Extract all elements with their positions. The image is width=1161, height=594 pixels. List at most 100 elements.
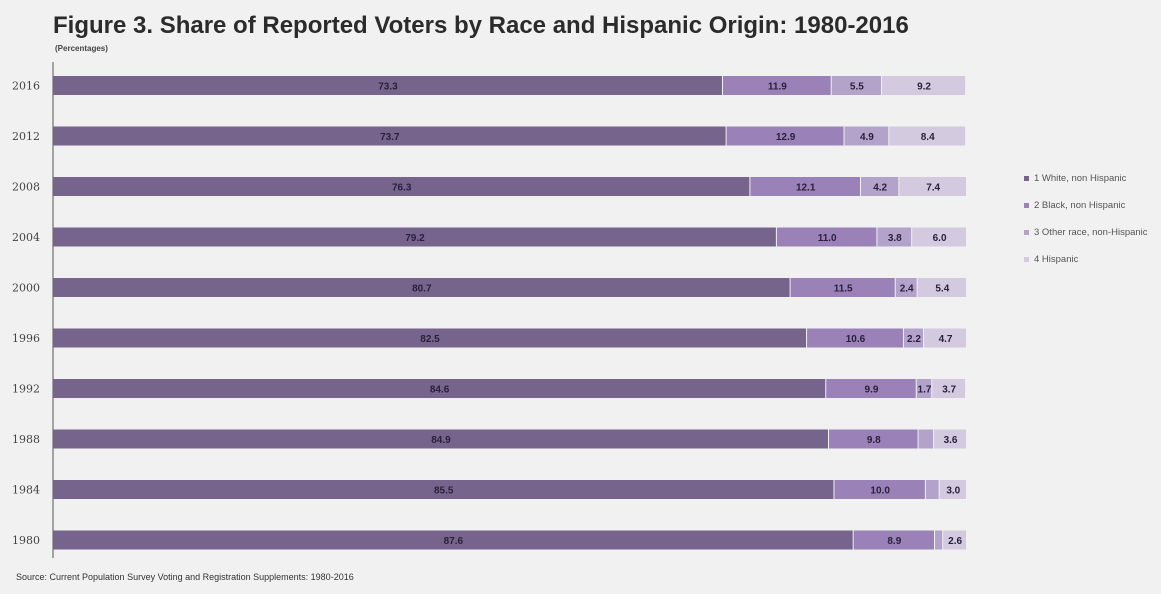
- data-label: 11.9: [768, 82, 787, 93]
- y-tick-label: 2008: [12, 181, 40, 194]
- data-label: 9.9: [865, 385, 879, 396]
- bar-segment: [807, 328, 903, 348]
- data-label: 76.3: [392, 183, 412, 194]
- bar-segment: [881, 76, 966, 95]
- data-label: 73.7: [380, 132, 400, 143]
- legend: 1 White, non Hispanic 2 Black, non Hispa…: [1024, 172, 1154, 280]
- data-label: 5.4: [935, 284, 949, 295]
- bar-segment: [932, 379, 966, 398]
- legend-swatch-other: [1024, 230, 1029, 235]
- data-label: 10.0: [870, 486, 890, 497]
- bar-segment: [899, 177, 966, 196]
- bar-segment: [53, 379, 826, 398]
- data-label: 2.4: [900, 284, 914, 295]
- bar-segment: [934, 429, 966, 449]
- bar-segment: [935, 530, 943, 550]
- y-tick-label: 1988: [12, 433, 40, 446]
- data-label: 6.0: [933, 233, 947, 244]
- bar-segment: [831, 76, 881, 95]
- data-label: 11.5: [834, 284, 853, 295]
- bar-segment: [776, 227, 877, 247]
- data-label: 73.3: [378, 82, 398, 93]
- y-tick-label: 2012: [12, 130, 40, 143]
- bar-segment: [860, 177, 899, 196]
- legend-item-hispanic: 4 Hispanic: [1024, 253, 1154, 266]
- data-label: 9.2: [917, 82, 931, 93]
- data-label: 8.4: [921, 132, 935, 143]
- bar-segment: [924, 328, 966, 348]
- bar-segment: [877, 227, 912, 247]
- bar-segment: [943, 530, 966, 550]
- data-label: 80.7: [412, 284, 432, 295]
- data-label: 10.6: [846, 334, 866, 345]
- data-label: 11.0: [818, 233, 837, 244]
- data-label: 4.2: [873, 183, 887, 194]
- bar-segment: [53, 76, 722, 95]
- bar-segment: [53, 328, 807, 348]
- chart-title: Figure 3. Share of Reported Voters by Ra…: [53, 12, 909, 39]
- y-tick-label: 2016: [12, 80, 40, 93]
- bar-segment: [790, 278, 895, 297]
- bar-segment: [834, 480, 925, 499]
- bar-segment: [750, 177, 860, 196]
- bar-segment: [53, 530, 853, 550]
- bar-segment: [53, 429, 828, 449]
- bar-segment: [53, 177, 750, 196]
- data-label: 5.5: [850, 82, 864, 93]
- bar-segment: [53, 278, 790, 297]
- data-label: 3.6: [944, 435, 958, 446]
- chart-subtitle: (Percentages): [55, 44, 108, 53]
- bar-segment: [828, 429, 918, 449]
- bar-segment: [925, 480, 939, 499]
- y-tick-label: 2000: [12, 282, 40, 295]
- legend-label-other: 3 Other race, non-Hispanic: [1034, 227, 1148, 238]
- data-label: 2.6: [948, 536, 962, 547]
- data-label: 12.9: [776, 132, 796, 143]
- data-label: 82.5: [420, 334, 440, 345]
- data-label: 12.1: [796, 183, 816, 194]
- data-label: 7.4: [926, 183, 940, 194]
- bar-segment: [918, 429, 934, 449]
- data-label: 84.6: [430, 385, 450, 396]
- legend-swatch-white: [1024, 176, 1029, 181]
- source-note: Source: Current Population Survey Voting…: [16, 572, 354, 582]
- bar-segment: [53, 480, 834, 499]
- bar-segment: [726, 126, 844, 146]
- legend-label-white: 1 White, non Hispanic: [1034, 173, 1127, 184]
- y-tick-label: 1992: [12, 383, 40, 396]
- legend-item-white: 1 White, non Hispanic: [1024, 172, 1154, 185]
- legend-label-hispanic: 4 Hispanic: [1034, 254, 1079, 265]
- data-label: 87.6: [444, 536, 464, 547]
- y-tick-label: 2004: [12, 231, 40, 244]
- data-label: 3.8: [888, 233, 902, 244]
- bar-segment: [53, 126, 726, 146]
- bar-segment: [903, 328, 924, 348]
- data-label: 9.8: [867, 435, 881, 446]
- data-label: 84.9: [431, 435, 451, 446]
- data-label: 3.0: [946, 486, 960, 497]
- data-label: 3.7: [942, 385, 956, 396]
- data-label: 1.7: [918, 385, 932, 396]
- bar-segment: [844, 126, 889, 146]
- bar-segment: [853, 530, 935, 550]
- bar-segment: [912, 227, 966, 247]
- legend-swatch-black: [1024, 203, 1029, 208]
- y-tick-label: 1984: [12, 484, 40, 497]
- data-label: 79.2: [405, 233, 425, 244]
- legend-item-other: 3 Other race, non-Hispanic: [1024, 226, 1154, 239]
- bar-segment: [722, 76, 831, 95]
- y-tick-label: 1996: [12, 332, 40, 345]
- data-label: 8.9: [887, 536, 901, 547]
- bar-segment: [53, 227, 776, 247]
- y-tick-label: 1980: [12, 534, 40, 547]
- bar-segment: [895, 278, 917, 297]
- data-label: 4.7: [939, 334, 953, 345]
- legend-swatch-hispanic: [1024, 257, 1029, 262]
- bar-segment: [917, 278, 966, 297]
- bar-segment: [939, 480, 966, 499]
- data-label: 2.2: [907, 334, 921, 345]
- legend-item-black: 2 Black, non Hispanic: [1024, 199, 1154, 212]
- bar-segment: [826, 379, 916, 398]
- data-label: 4.9: [860, 132, 874, 143]
